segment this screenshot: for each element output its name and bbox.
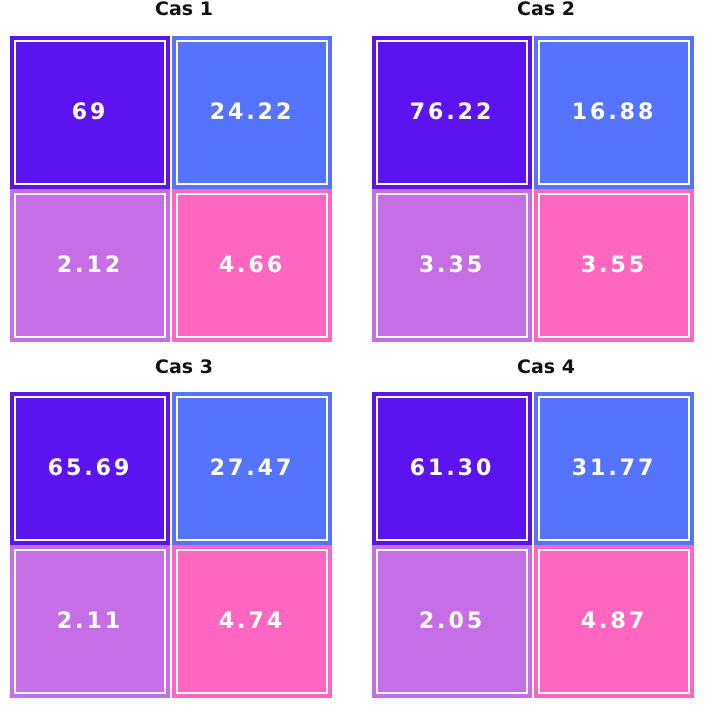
cell-frame: 2.11 [14, 549, 166, 694]
data-label: 27.47 [209, 456, 295, 481]
heatmap-cell-r0-c1: 27.47 [172, 392, 332, 545]
data-label: 61.30 [409, 456, 495, 481]
data-label: 65.69 [47, 456, 133, 481]
cell-frame: 69 [14, 40, 166, 185]
cell-frame: 61.30 [376, 396, 528, 541]
cell-frame: 3.35 [376, 193, 528, 338]
heatmap-cell-r0-c1: 31.77 [534, 392, 694, 545]
data-label: 69 [71, 100, 109, 125]
heatmap-cell-r0-c0: 61.30 [372, 392, 532, 545]
heatmap-cell-r0-c0: 76.22 [372, 36, 532, 189]
data-label: 4.74 [218, 609, 286, 634]
cell-frame: 4.87 [538, 549, 690, 694]
chart-title: Cas 3 [155, 356, 213, 378]
chart-title: Cas 2 [517, 0, 575, 20]
heatmap-cell-r1-c1: 4.66 [172, 189, 332, 342]
chart-title: Cas 4 [517, 356, 575, 378]
cell-frame: 2.12 [14, 193, 166, 338]
data-label: 3.35 [418, 253, 486, 278]
heatmap-cell-r1-c0: 2.12 [10, 189, 170, 342]
chart-title: Cas 1 [155, 0, 213, 20]
cell-frame: 27.47 [176, 396, 328, 541]
heatmap-cell-r0-c0: 69 [10, 36, 170, 189]
data-label: 76.22 [409, 100, 495, 125]
data-label: 2.05 [418, 609, 486, 634]
heatmap-cell-r0-c0: 65.69 [10, 392, 170, 545]
cell-frame: 65.69 [14, 396, 166, 541]
cell-frame: 31.77 [538, 396, 690, 541]
cell-frame: 4.66 [176, 193, 328, 338]
heatmap-cell-r1-c1: 4.87 [534, 545, 694, 698]
data-label: 24.22 [209, 100, 295, 125]
heatmap-cell-r1-c1: 4.74 [172, 545, 332, 698]
cell-frame: 24.22 [176, 40, 328, 185]
heatmap-cell-r1-c0: 2.05 [372, 545, 532, 698]
data-label: 16.88 [571, 100, 657, 125]
data-label: 3.55 [580, 253, 648, 278]
cell-frame: 4.74 [176, 549, 328, 694]
data-label: 4.66 [218, 253, 286, 278]
heatmap-cell-r0-c1: 16.88 [534, 36, 694, 189]
data-label: 4.87 [580, 609, 648, 634]
data-label: 31.77 [571, 456, 657, 481]
data-label: 2.12 [56, 253, 124, 278]
cell-frame: 2.05 [376, 549, 528, 694]
heatmap-cell-r1-c0: 2.11 [10, 545, 170, 698]
cell-frame: 3.55 [538, 193, 690, 338]
heatmap-cell-r1-c1: 3.55 [534, 189, 694, 342]
cell-frame: 16.88 [538, 40, 690, 185]
cell-frame: 76.22 [376, 40, 528, 185]
heatmap-cell-r0-c1: 24.22 [172, 36, 332, 189]
heatmap-cell-r1-c0: 3.35 [372, 189, 532, 342]
data-label: 2.11 [56, 609, 124, 634]
